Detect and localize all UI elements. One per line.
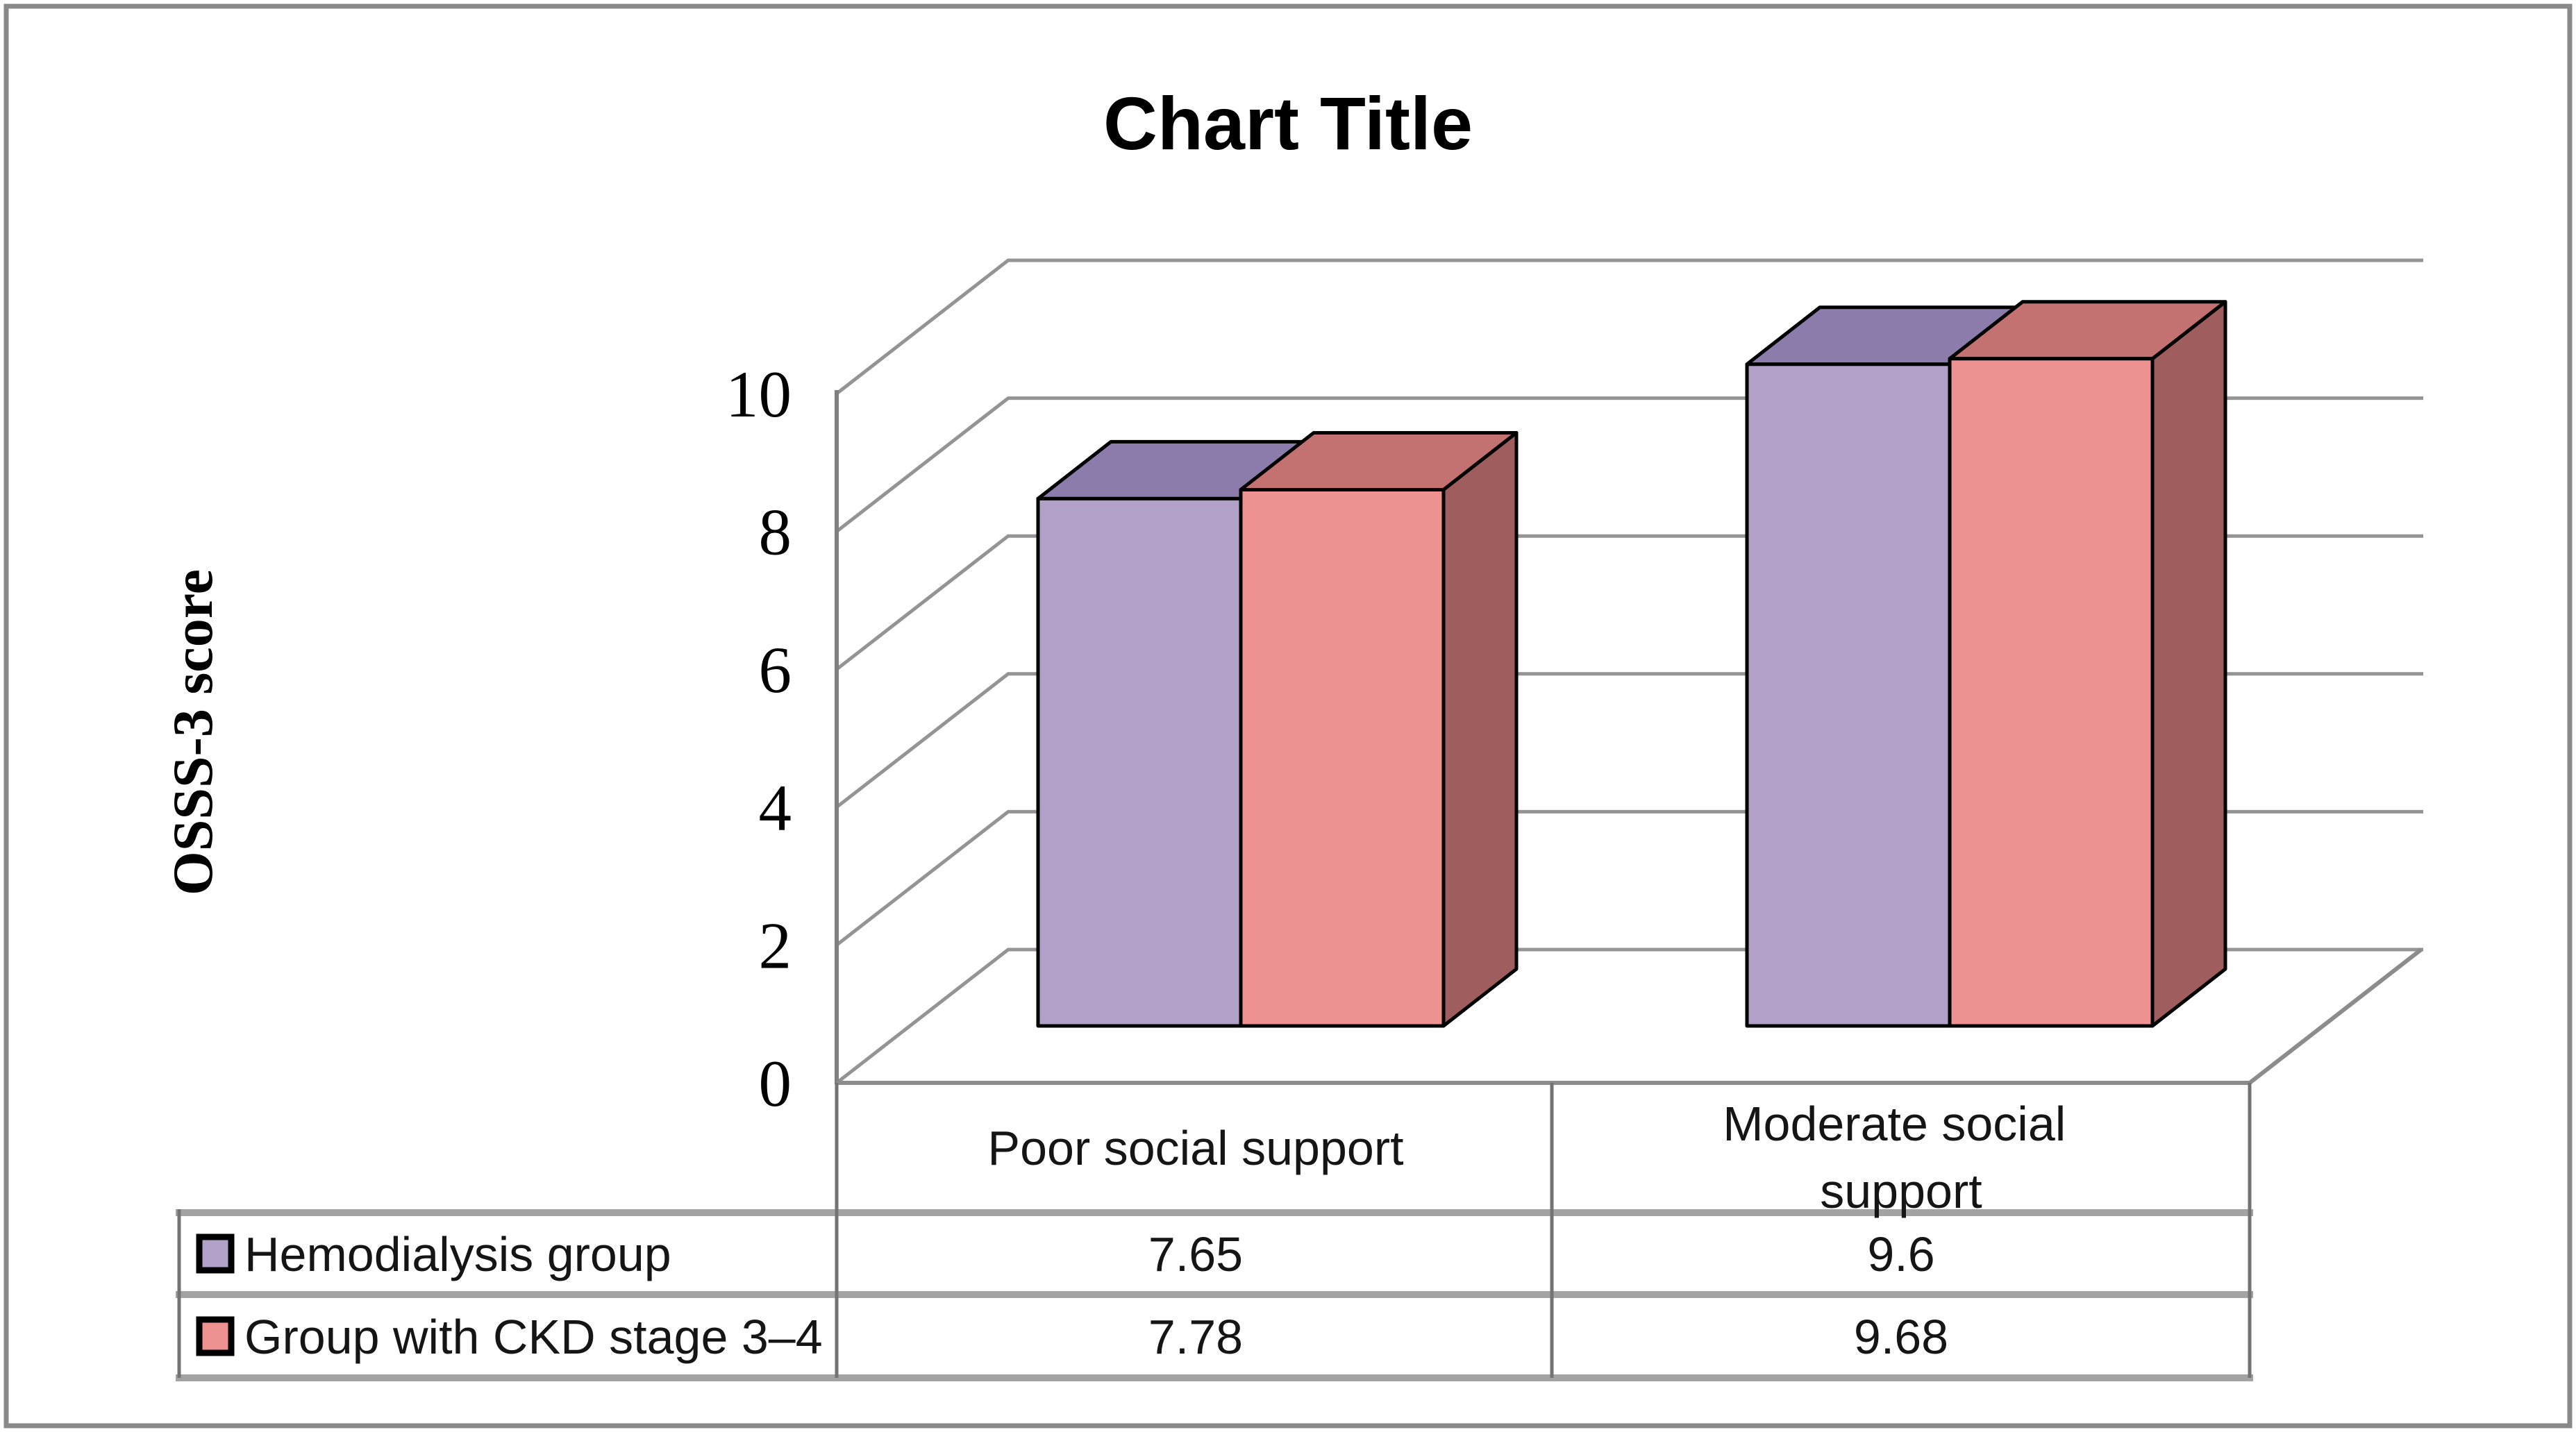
y-tick-4: 4 [759,771,792,845]
category-label-moderate: Moderate social support [1723,1097,2080,1218]
chart-title: Chart Title [1103,81,1473,165]
value-hemodialysis-poor: 7.65 [1148,1227,1243,1281]
y-tick-6: 6 [759,633,792,707]
legend-swatch-hemodialysis [196,1233,235,1274]
bar-side-face [2150,300,2227,1028]
y-axis-title: OSSS-3 score [161,569,224,895]
y-tick-2: 2 [759,909,792,982]
y-tick-10: 10 [726,357,792,431]
bar-front-face [1745,362,1952,1028]
figure-border [3,3,2573,1429]
bars-layer [1036,300,2227,1028]
data-table: Poor social support Moderate social supp… [176,1081,2253,1381]
value-hemodialysis-moderate: 9.6 [1867,1227,1934,1281]
bar-ckd-cat2 [1948,300,2227,1028]
legend-swatch-ckd [196,1316,235,1356]
legend-label-ckd: Group with CKD stage 3–4 [244,1310,823,1364]
y-tick-0: 0 [759,1047,792,1120]
value-ckd-moderate: 9.68 [1854,1310,1948,1364]
bar-side-face [1441,430,1519,1028]
value-ckd-poor: 7.78 [1148,1310,1243,1364]
y-tick-labels: 0 2 4 6 8 10 [726,357,792,1120]
floor-right-edge [2248,947,2423,1085]
bar-front-face [1239,487,1446,1028]
gridline-10 [835,258,2423,395]
category-label-poor: Poor social support [987,1121,1403,1175]
y-tick-8: 8 [759,496,792,569]
bar-front-face [1948,357,2155,1028]
bar-front-face [1036,496,1243,1028]
legend-label-hemodialysis: Hemodialysis group [244,1227,671,1281]
bar-ckd-cat1 [1239,430,1519,1028]
